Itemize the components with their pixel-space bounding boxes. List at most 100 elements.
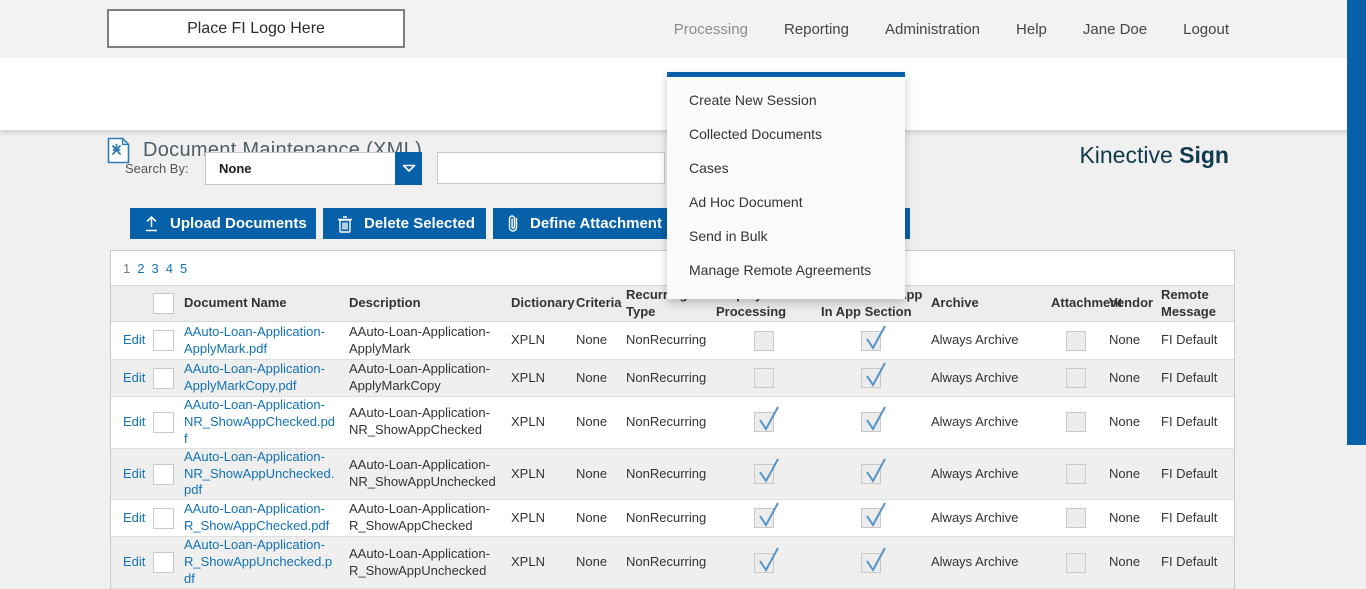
col-document-name: Document Name: [184, 295, 287, 311]
nav-item-administration[interactable]: Administration: [884, 20, 981, 38]
table-row: Edit AAuto-Loan-Application-ApplyMarkCopy…: [111, 359, 1234, 396]
nav-item-help[interactable]: Help: [1016, 20, 1047, 38]
archive-cell: Always Archive: [931, 554, 1019, 570]
show-other-app-checkbox[interactable]: [861, 547, 886, 573]
vendor-cell: None: [1109, 509, 1141, 525]
upload-documents-button[interactable]: Upload Documents: [130, 208, 316, 239]
show-other-app-checkbox[interactable]: [861, 325, 886, 351]
select-all-checkbox[interactable]: [153, 293, 174, 314]
show-other-app-checkbox[interactable]: [861, 458, 886, 484]
scrollbar-track[interactable]: [1347, 0, 1366, 589]
search-by-select-arrow-button[interactable]: [395, 152, 422, 185]
document-name-link[interactable]: AAuto-Loan-Application-NR_ShowAppUncheck…: [184, 448, 335, 498]
delete-selected-button[interactable]: Delete Selected: [323, 208, 486, 239]
row-checkbox[interactable]: [153, 411, 174, 433]
vendor-cell: None: [1109, 465, 1141, 481]
menu-item-create-new-session[interactable]: Create New Session: [689, 92, 817, 108]
nav-item-reporting[interactable]: Reporting: [783, 20, 849, 38]
row-checkbox[interactable]: [153, 463, 174, 485]
attachment-checkbox[interactable]: [1066, 330, 1086, 351]
recurring-type-cell: NonRecurring: [626, 554, 707, 570]
dictionary-cell: XPLN: [511, 465, 545, 481]
attachment-cell: [1046, 464, 1106, 484]
description-cell: AAuto-Loan-Application-NR_ShowAppChecked: [349, 405, 490, 438]
row-checkbox[interactable]: [153, 507, 174, 529]
delete-selected-label: Delete Selected: [364, 215, 475, 232]
edit-cell: Edit: [111, 370, 145, 387]
attachment-checkbox[interactable]: [1066, 368, 1086, 388]
document-name-link[interactable]: AAuto-Loan-Application-ApplyMarkCopy.pdf: [184, 361, 325, 393]
page-link-5[interactable]: 5: [179, 260, 188, 276]
remote-message-cell: FI Default: [1161, 332, 1218, 348]
search-by-selected-value: None: [219, 161, 252, 176]
menu-item-send-in-bulk[interactable]: Send in Bulk: [689, 228, 768, 244]
display-while-processing-checkbox[interactable]: [753, 406, 779, 433]
edit-link[interactable]: Edit: [123, 413, 146, 429]
archive-cell: Always Archive: [931, 332, 1019, 348]
display-while-processing-checkbox[interactable]: [753, 330, 774, 351]
menu-item-collected-documents[interactable]: Collected Documents: [689, 126, 823, 142]
display-while-processing-checkbox[interactable]: [753, 458, 779, 484]
document-name-link[interactable]: AAuto-Loan-Application-R_ShowAppUnchecke…: [184, 537, 333, 587]
edit-cell: Edit: [111, 466, 145, 483]
attachment-checkbox[interactable]: [1066, 464, 1086, 484]
scrollbar-thumb[interactable]: [1347, 0, 1366, 445]
search-by-select[interactable]: None: [205, 152, 395, 185]
page-link-2[interactable]: 2: [137, 260, 145, 276]
col-archive: Archive: [931, 295, 979, 311]
edit-link[interactable]: Edit: [123, 332, 146, 348]
display-while-processing-checkbox[interactable]: [753, 547, 779, 573]
menu-item-manage-remote-agreements[interactable]: Manage Remote Agreements: [689, 262, 872, 278]
description-cell: AAuto-Loan-Application-R_ShowAppChecked: [349, 501, 490, 534]
description-cell: AAuto-Loan-Application-ApplyMarkCopy: [349, 361, 490, 393]
row-checkbox[interactable]: [153, 552, 174, 574]
show-other-app-checkbox[interactable]: [861, 406, 886, 433]
brand-product: Sign: [1179, 142, 1229, 168]
show-other-app-checkbox[interactable]: [861, 502, 886, 529]
document-name-cell: AAuto-Loan-Application-ApplyMarkCopy.pdf: [179, 361, 346, 395]
attachment-checkbox[interactable]: [1066, 412, 1086, 433]
attachment-checkbox[interactable]: [1066, 552, 1086, 573]
search-input[interactable]: [437, 152, 665, 184]
table-row: Edit AAuto-Loan-Application-NR_ShowAppChe…: [111, 396, 1234, 448]
row-checkbox[interactable]: [153, 367, 174, 389]
attachment-checkbox[interactable]: [1066, 508, 1086, 529]
archive-cell: Always Archive: [931, 509, 1019, 525]
document-name-link[interactable]: AAuto-Loan-Application-NR_ShowAppChecked…: [184, 397, 336, 446]
show-other-app-cell: [816, 547, 926, 573]
edit-link[interactable]: Edit: [123, 369, 146, 385]
paperclip-icon: [508, 215, 518, 232]
page-link-3[interactable]: 3: [151, 260, 159, 276]
show-other-app-checkbox[interactable]: [861, 362, 886, 388]
menu-item-ad-hoc-document[interactable]: Ad Hoc Document: [689, 194, 803, 210]
edit-link[interactable]: Edit: [123, 554, 146, 570]
nav-item-logout[interactable]: Logout: [1183, 20, 1229, 38]
edit-link[interactable]: Edit: [123, 509, 146, 525]
row-select-cell: [141, 330, 179, 351]
edit-cell: Edit: [111, 554, 145, 571]
display-while-processing-checkbox[interactable]: [753, 368, 774, 388]
criteria-cell: None: [576, 509, 608, 525]
nav-item-jane-doe[interactable]: Jane Doe: [1082, 20, 1148, 38]
document-name-link[interactable]: AAuto-Loan-Application-R_ShowAppChecked.…: [184, 501, 330, 534]
document-name-cell: AAuto-Loan-Application-NR_ShowAppChecked…: [179, 397, 346, 448]
attachment-cell: [1046, 552, 1106, 573]
table-row: Edit AAuto-Loan-Application-R_ShowAppChec…: [111, 499, 1234, 536]
nav-item-processing[interactable]: Processing: [673, 20, 748, 38]
display-while-processing-checkbox[interactable]: [753, 502, 779, 529]
select-all-column: [141, 293, 179, 314]
remote-message-cell: FI Default: [1161, 413, 1218, 429]
row-checkbox[interactable]: [153, 330, 174, 351]
archive-cell: Always Archive: [931, 369, 1019, 385]
description-cell: AAuto-Loan-Application-NR_ShowAppUncheck…: [349, 457, 496, 489]
brand-logo: Kinective Sign: [1079, 142, 1229, 169]
page-link-4[interactable]: 4: [165, 260, 173, 276]
document-name-link[interactable]: AAuto-Loan-Application-ApplyMark.pdf: [184, 323, 325, 356]
attachment-cell: [1046, 508, 1106, 529]
criteria-cell: None: [576, 332, 608, 348]
row-select-cell: [141, 367, 179, 389]
menu-item-cases[interactable]: Cases: [689, 160, 729, 176]
criteria-cell: None: [576, 413, 608, 429]
edit-link[interactable]: Edit: [123, 465, 146, 481]
